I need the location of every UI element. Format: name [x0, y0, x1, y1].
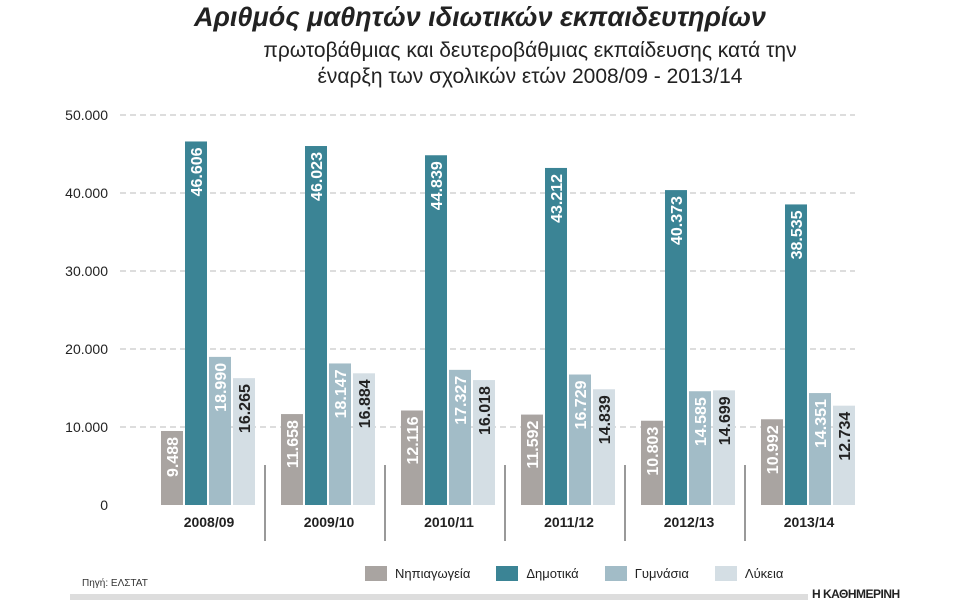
- bar: [665, 190, 687, 505]
- bar: [305, 146, 327, 505]
- source-note: Πηγή: ΕΛΣΤΑΤ: [82, 578, 148, 589]
- y-tick-label: 0: [100, 497, 108, 513]
- bar-value-label: 46.606: [189, 147, 206, 196]
- bar: [473, 380, 495, 505]
- legend-item: Νηπιαγωγεία: [365, 566, 470, 581]
- legend-item: Δημοτικά: [496, 566, 579, 581]
- legend-swatch: [714, 566, 737, 581]
- y-tick-label: 40.000: [65, 185, 108, 201]
- bar: [833, 405, 855, 505]
- bar-value-label: 11.592: [525, 420, 542, 468]
- bar: [353, 373, 375, 505]
- footer-bar: [70, 594, 808, 600]
- bar: [425, 155, 447, 505]
- bar: [233, 378, 255, 505]
- chart-title: Αριθμός μαθητών ιδιωτικών εκπαιδευτηρίων: [194, 2, 766, 32]
- x-tick-label: 2008/09: [184, 514, 235, 530]
- bar: [401, 410, 423, 505]
- x-tick-label: 2010/11: [424, 514, 474, 530]
- bar: [329, 363, 351, 505]
- bar-value-label: 16.018: [477, 386, 494, 435]
- bar: [689, 391, 711, 505]
- bar-value-label: 43.212: [549, 174, 566, 223]
- bar: [761, 419, 783, 505]
- legend-swatch: [604, 566, 627, 581]
- x-tick-label: 2013/14: [784, 514, 835, 530]
- bar-value-label: 44.839: [429, 161, 446, 210]
- bar-value-label: 18.147: [333, 369, 350, 418]
- y-tick-label: 50.000: [65, 107, 108, 123]
- legend-label: Νηπιαγωγεία: [395, 566, 471, 581]
- bar-value-label: 16.729: [573, 380, 590, 429]
- legend-item: Γυμνάσια: [604, 566, 689, 581]
- bar-value-label: 11.658: [285, 420, 302, 468]
- bar: [545, 167, 567, 505]
- bar: [161, 430, 183, 505]
- bar-value-label: 16.265: [237, 384, 254, 433]
- legend-label: Λύκεια: [744, 566, 784, 581]
- bar-value-label: 9.488: [165, 437, 182, 477]
- bar-value-label: 14.699: [717, 396, 734, 445]
- bar: [641, 420, 663, 505]
- brand-logo: Η ΚΑΘΗΜΕΡΙΝΗ: [812, 587, 900, 601]
- bar: [281, 414, 303, 505]
- bar: [593, 389, 615, 505]
- bar: [785, 204, 807, 505]
- bar: [521, 414, 543, 505]
- bar: [569, 374, 591, 505]
- y-tick-label: 30.000: [65, 263, 108, 279]
- bar-value-label: 14.585: [693, 397, 710, 446]
- bar-value-label: 12.734: [837, 412, 854, 461]
- bar-value-label: 14.839: [597, 395, 614, 444]
- y-tick-label: 10.000: [65, 419, 108, 435]
- legend-item: Λύκεια: [714, 566, 784, 581]
- bar: [713, 390, 735, 505]
- legend: Νηπιαγωγεία Δημοτικά Γυμνάσια Λύκεια: [365, 566, 783, 581]
- bar-value-label: 17.327: [453, 376, 470, 425]
- bar-value-label: 10.992: [765, 425, 782, 474]
- bar-value-label: 16.884: [357, 379, 374, 428]
- bar: [185, 141, 207, 505]
- bar-value-label: 40.373: [669, 196, 686, 245]
- bar-value-label: 38.535: [789, 210, 806, 259]
- chart-subtitle: πρωτοβάθμιας και δευτεροβάθμιας εκπαίδευ…: [263, 39, 797, 88]
- bar-value-label: 18.990: [213, 363, 230, 412]
- y-tick-label: 20.000: [65, 341, 108, 357]
- legend-swatch: [496, 566, 519, 581]
- legend-label: Δημοτικά: [526, 566, 579, 581]
- x-tick-label: 2011/12: [544, 514, 594, 530]
- x-tick-label: 2012/13: [664, 514, 715, 530]
- bar: [449, 369, 471, 505]
- bar-value-label: 14.351: [813, 399, 830, 448]
- bar-value-label: 12.116: [405, 416, 422, 464]
- bar-value-label: 46.023: [309, 152, 326, 201]
- x-tick-label: 2009/10: [304, 514, 355, 530]
- legend-label: Γυμνάσια: [634, 566, 689, 581]
- bar-value-label: 10.803: [645, 427, 662, 476]
- bar: [809, 393, 831, 505]
- legend-swatch: [365, 566, 387, 581]
- bar: [209, 356, 231, 505]
